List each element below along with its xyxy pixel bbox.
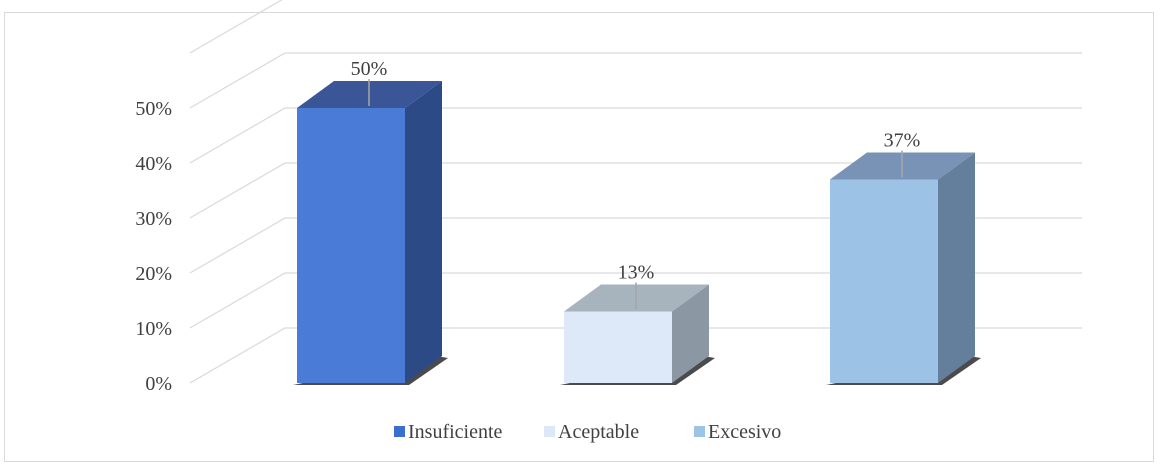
gridline <box>189 217 1082 274</box>
data-label: 13% <box>618 262 655 284</box>
gridline <box>189 272 1082 329</box>
gridline <box>189 107 1082 164</box>
y-tick-label: 30% <box>135 208 172 230</box>
legend-swatch <box>694 426 705 437</box>
gridline <box>189 327 1082 384</box>
bar <box>297 81 442 383</box>
data-label: 50% <box>351 58 388 80</box>
data-label: 37% <box>884 130 921 152</box>
gridlines <box>189 0 1082 384</box>
data-labels: 50% 13% 37% <box>351 58 921 310</box>
bars <box>297 81 975 383</box>
bar-side-face <box>938 152 975 383</box>
y-tick-label: 0% <box>145 373 172 395</box>
legend: Insuficiente Aceptable Excesivo <box>394 421 781 443</box>
y-tick-label: 50% <box>135 98 172 120</box>
gridline <box>189 162 1082 219</box>
bar-side-face <box>405 81 442 383</box>
bar-front-face <box>564 311 672 383</box>
legend-swatch <box>544 426 555 437</box>
y-axis-ticks: 0% 10% 20% 30% 40% 50% <box>135 98 172 395</box>
legend-swatch <box>394 426 405 437</box>
bar-front-face <box>830 179 938 383</box>
legend-label: Aceptable <box>558 421 639 443</box>
legend-item: Excesivo <box>694 421 781 443</box>
y-tick-label: 10% <box>135 318 172 340</box>
legend-item: Aceptable <box>544 421 639 443</box>
gridline <box>189 0 283 54</box>
bar <box>830 152 975 383</box>
legend-item: Insuficiente <box>394 421 503 443</box>
y-tick-label: 20% <box>135 263 172 285</box>
gridline <box>189 52 1082 109</box>
legend-label: Insuficiente <box>408 421 503 443</box>
legend-label: Excesivo <box>708 421 781 443</box>
bar-front-face <box>297 108 405 383</box>
y-tick-label: 40% <box>135 153 172 175</box>
bar-side-face <box>672 284 709 383</box>
